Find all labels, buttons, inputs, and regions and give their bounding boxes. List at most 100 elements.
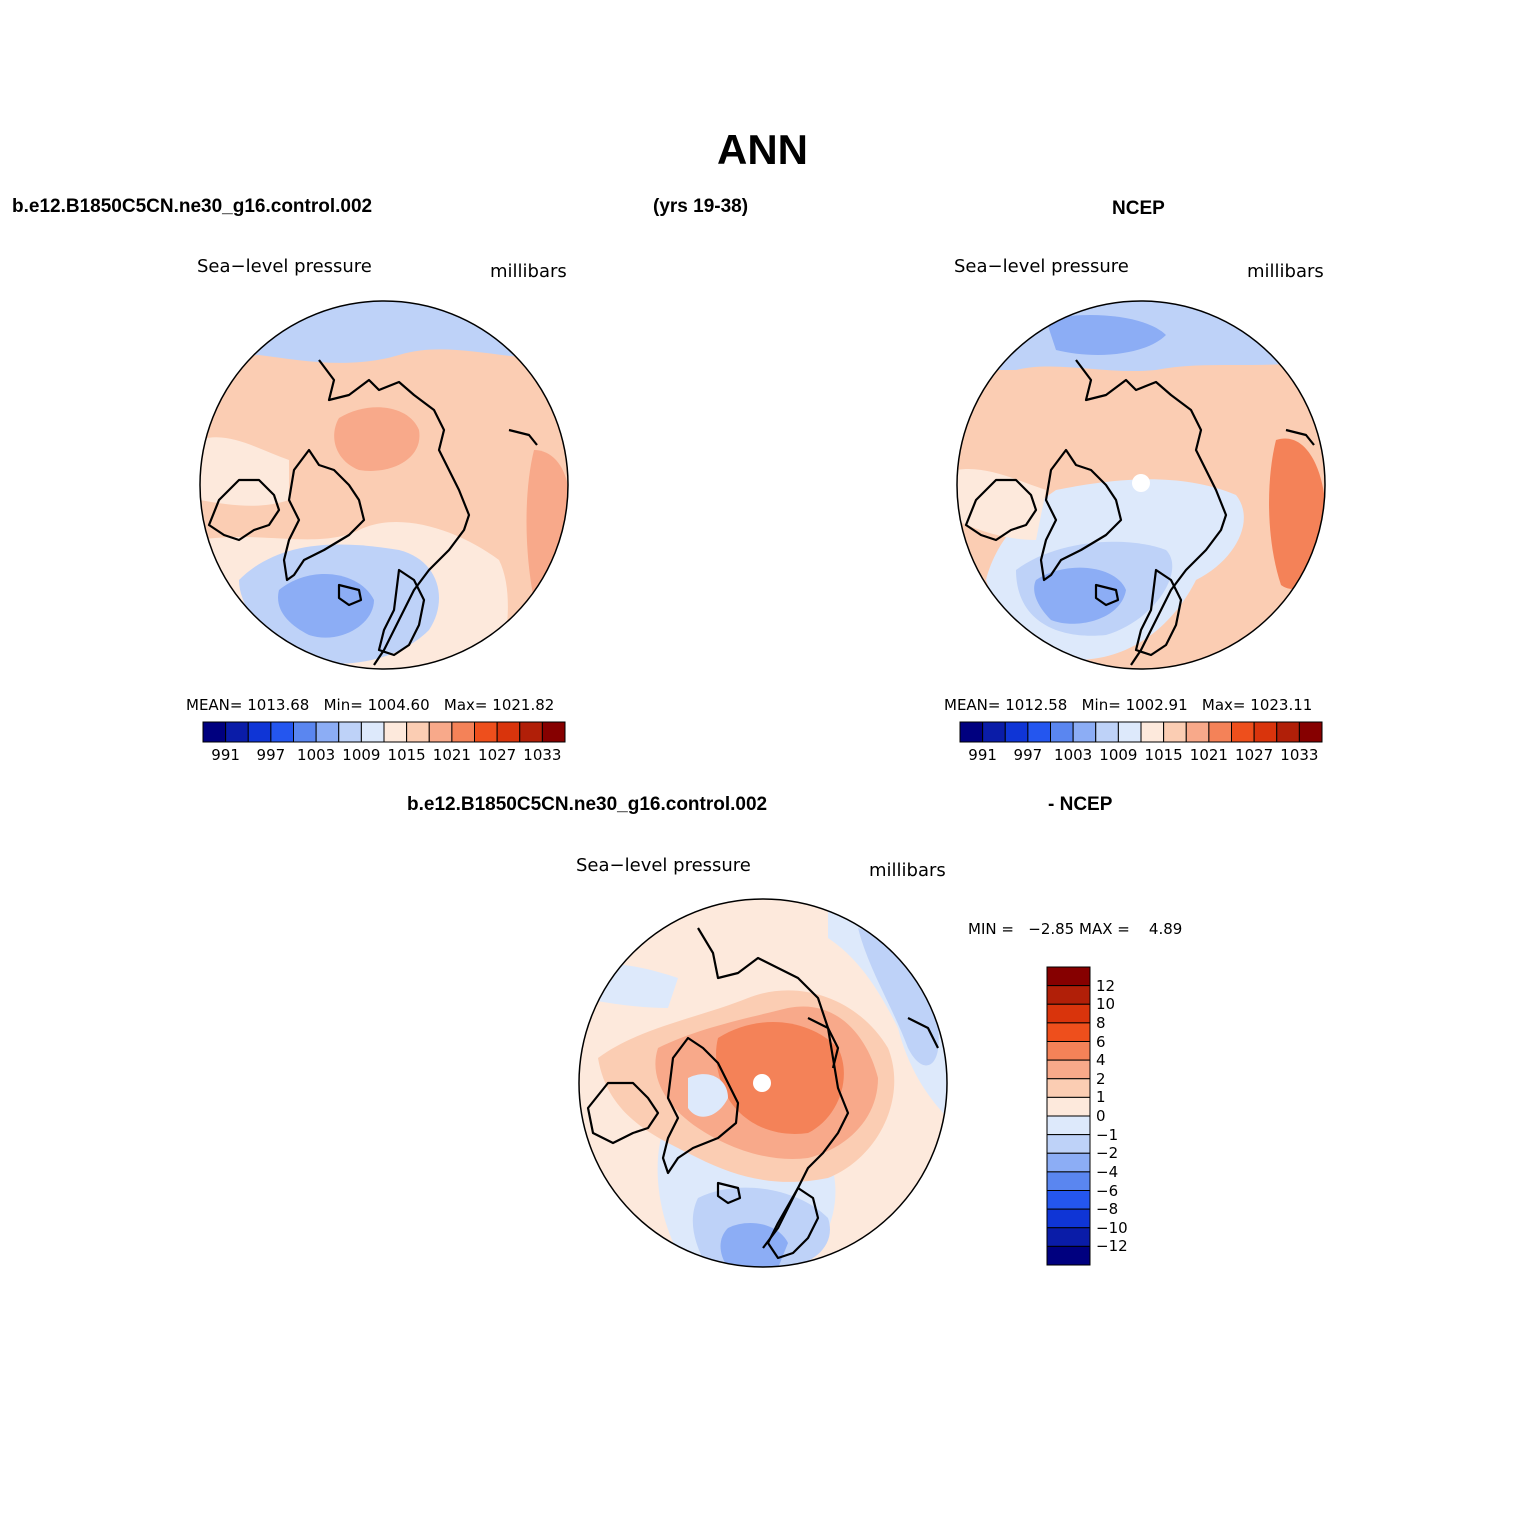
- colorbar-swatch: [1046, 985, 1091, 1005]
- colorbar-swatch: [1046, 1041, 1091, 1061]
- diff-colorbar-ticks: 12 10 8 6 4 2 1 0 −1 −2 −4 −6 −8 −10 −12: [1096, 967, 1156, 1265]
- panel1-mean-label: MEAN=: [186, 696, 243, 714]
- panel2-max-label: Max=: [1201, 696, 1246, 714]
- colorbar-swatch: [496, 721, 521, 743]
- colorbar-swatch: [1208, 721, 1233, 743]
- colorbar-swatch: [1072, 721, 1097, 743]
- panel1-max: 1021.82: [492, 696, 555, 714]
- years-label: (yrs 19-38): [653, 196, 749, 217]
- diff-min: −2.85: [1028, 920, 1075, 938]
- colorbar-tick-label: −10: [1096, 1218, 1128, 1237]
- page-title: ANN: [717, 126, 808, 173]
- panel1-min: 1004.60: [367, 696, 430, 714]
- diff-case-label: b.e12.B1850C5CN.ne30_g16.control.002: [407, 794, 768, 815]
- diff-stats: MIN = −2.85 MAX = 4.89: [968, 920, 1182, 938]
- colorbar-tick-label: −6: [1096, 1181, 1119, 1200]
- diff-max-label: MAX =: [1079, 920, 1130, 938]
- colorbar-swatch: [1046, 1190, 1091, 1210]
- panel2-colorbar: [959, 721, 1323, 743]
- colorbar-swatch: [959, 721, 984, 743]
- panel2-units: millibars: [1247, 261, 1324, 282]
- colorbar-tick-label: 997: [256, 746, 286, 764]
- panel1-variable: Sea−level pressure: [197, 256, 372, 277]
- colorbar-tick-label: 1027: [1235, 746, 1274, 764]
- colorbar-tick-label: −1: [1096, 1125, 1119, 1144]
- diff-max: 4.89: [1148, 920, 1183, 938]
- diff-variable: Sea−level pressure: [576, 855, 751, 876]
- colorbar-tick-label: −12: [1096, 1237, 1128, 1256]
- colorbar-tick-label: 991: [211, 746, 240, 764]
- diff-obs-label: - NCEP: [1048, 794, 1113, 815]
- colorbar-swatch: [406, 721, 430, 743]
- colorbar-swatch: [428, 721, 453, 743]
- diff-colorbar: [1046, 966, 1091, 1266]
- colorbar-swatch: [1046, 1208, 1091, 1229]
- diff-map: [578, 898, 948, 1268]
- colorbar-tick-label: 12: [1096, 976, 1116, 995]
- colorbar-swatch: [1046, 966, 1091, 987]
- colorbar-tick-label: 991: [968, 746, 997, 764]
- panel2-colorbar-ticks: 991 997 1003 1009 1015 1021 1027 1033: [960, 746, 1322, 766]
- colorbar-tick-label: 1015: [387, 746, 426, 764]
- colorbar-tick-label: 1015: [1144, 746, 1183, 764]
- colorbar-swatch: [1231, 721, 1255, 743]
- panel1-colorbar-ticks: 991 997 1003 1009 1015 1021 1027 1033: [203, 746, 565, 766]
- colorbar-swatch: [1117, 721, 1142, 743]
- panel2-stats: MEAN= 1012.58 Min= 1002.91 Max= 1023.11: [944, 696, 1312, 714]
- colorbar-swatch: [1046, 1096, 1091, 1117]
- panel1-mean: 1013.68: [247, 696, 310, 714]
- colorbar-tick-label: 1009: [1099, 746, 1138, 764]
- panel2-min-label: Min=: [1081, 696, 1121, 714]
- colorbar-swatch: [1050, 721, 1074, 743]
- colorbar-swatch: [1046, 1134, 1091, 1154]
- colorbar-tick-label: 0: [1096, 1107, 1106, 1125]
- colorbar-tick-label: 4: [1096, 1051, 1106, 1070]
- colorbar-tick-label: 1033: [523, 746, 562, 764]
- colorbar-swatch: [315, 721, 340, 743]
- colorbar-swatch: [338, 721, 362, 743]
- colorbar-swatch: [1253, 721, 1278, 743]
- colorbar-swatch: [1027, 721, 1052, 743]
- panel1-units: millibars: [490, 261, 567, 282]
- colorbar-swatch: [360, 721, 385, 743]
- panel2-variable: Sea−level pressure: [954, 256, 1129, 277]
- colorbar-tick-label: 1003: [297, 746, 336, 764]
- colorbar-tick-label: 1: [1096, 1088, 1106, 1107]
- colorbar-swatch: [293, 721, 317, 743]
- colorbar-swatch: [270, 721, 295, 743]
- diff-units: millibars: [869, 860, 946, 881]
- colorbar-swatch: [247, 721, 272, 743]
- colorbar-tick-label: 1027: [478, 746, 517, 764]
- panel1-map: [199, 300, 569, 670]
- colorbar-swatch: [541, 721, 566, 743]
- colorbar-tick-label: 1033: [1280, 746, 1319, 764]
- colorbar-swatch: [1046, 1245, 1091, 1266]
- colorbar-swatch: [982, 721, 1006, 743]
- colorbar-swatch: [1046, 1022, 1091, 1043]
- colorbar-tick-label: 1021: [432, 746, 471, 764]
- colorbar-tick-label: 8: [1096, 1013, 1106, 1032]
- colorbar-tick-label: 6: [1096, 1032, 1106, 1051]
- colorbar-tick-label: 2: [1096, 1069, 1106, 1088]
- colorbar-swatch: [1046, 1078, 1091, 1098]
- panel1-stats: MEAN= 1013.68 Min= 1004.60 Max= 1021.82: [186, 696, 554, 714]
- panel2-min: 1002.91: [1125, 696, 1188, 714]
- colorbar-tick-label: −8: [1096, 1200, 1119, 1219]
- colorbar-tick-label: −4: [1096, 1162, 1119, 1181]
- colorbar-swatch: [1298, 721, 1323, 743]
- panel2-map: [956, 300, 1326, 670]
- colorbar-swatch: [383, 721, 408, 743]
- colorbar-swatch: [1046, 1171, 1091, 1192]
- colorbar-swatch: [474, 721, 498, 743]
- colorbar-swatch: [1046, 1227, 1091, 1247]
- colorbar-swatch: [519, 721, 543, 743]
- colorbar-swatch: [1046, 1003, 1091, 1024]
- panel2-mean: 1012.58: [1005, 696, 1068, 714]
- colorbar-swatch: [1095, 721, 1119, 743]
- colorbar-tick-label: 1021: [1189, 746, 1228, 764]
- colorbar-tick-label: 1003: [1054, 746, 1093, 764]
- colorbar-swatch: [1046, 1115, 1091, 1136]
- diff-min-label: MIN =: [968, 920, 1014, 938]
- obs-label: NCEP: [1112, 198, 1165, 219]
- colorbar-swatch: [1046, 1059, 1091, 1080]
